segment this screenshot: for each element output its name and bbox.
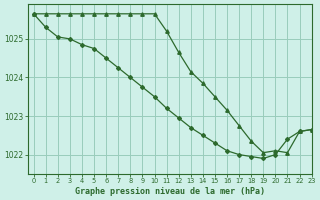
X-axis label: Graphe pression niveau de la mer (hPa): Graphe pression niveau de la mer (hPa) [75, 187, 265, 196]
